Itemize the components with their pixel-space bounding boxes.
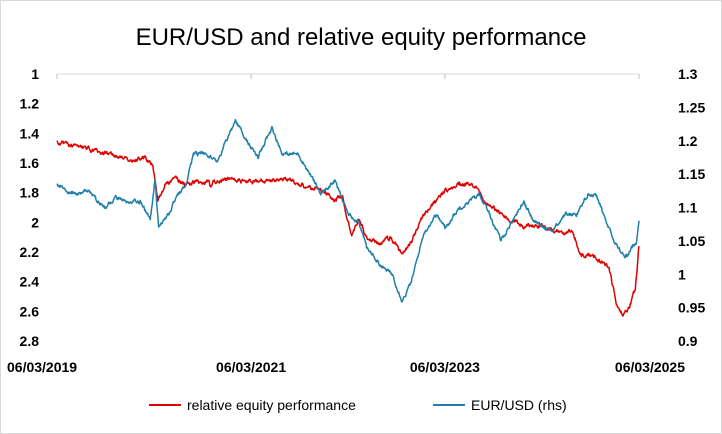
right-tick-label: 1 bbox=[678, 266, 686, 282]
series-line-eurusd bbox=[56, 118, 640, 303]
left-tick-label: 1 bbox=[31, 66, 39, 82]
right-tick-label: 0.9 bbox=[678, 333, 698, 349]
legend-label: relative equity performance bbox=[187, 397, 356, 413]
left-tick-label: 2.4 bbox=[20, 274, 40, 290]
left-tick-label: 2.2 bbox=[20, 244, 40, 260]
left-tick-label: 1.8 bbox=[20, 185, 40, 201]
right-tick-label: 1.05 bbox=[678, 233, 705, 249]
legend-label: EUR/USD (rhs) bbox=[471, 397, 567, 413]
right-tick-label: 1.2 bbox=[678, 133, 698, 149]
left-axis-ticks: 1 1.2 1.4 1.6 1.8 2 2.2 2.4 2.6 2.8 bbox=[20, 66, 40, 349]
x-tick-label: 06/03/2023 bbox=[410, 359, 480, 375]
left-tick-label: 2.8 bbox=[20, 333, 40, 349]
left-tick-label: 2 bbox=[31, 214, 39, 230]
right-tick-label: 1.1 bbox=[678, 200, 698, 216]
right-tick-label: 1.3 bbox=[678, 66, 698, 82]
left-tick-label: 2.6 bbox=[20, 303, 40, 319]
x-tick-label: 06/03/2019 bbox=[7, 359, 77, 375]
series-line-relative-equity bbox=[56, 140, 640, 317]
chart-title: EUR/USD and relative equity performance bbox=[136, 24, 587, 51]
right-tick-label: 1.15 bbox=[678, 166, 705, 182]
x-tick-label: 06/03/2025 bbox=[615, 359, 685, 375]
series-layer bbox=[56, 118, 640, 317]
x-axis-ticks: 06/03/2019 06/03/2021 06/03/2023 06/03/2025 bbox=[7, 73, 685, 375]
right-axis-ticks: 1.3 1.25 1.2 1.15 1.1 1.05 1 0.95 0.9 bbox=[678, 66, 705, 349]
left-tick-label: 1.6 bbox=[20, 155, 40, 171]
legend: relative equity performance EUR/USD (rhs) bbox=[149, 397, 567, 413]
right-tick-label: 1.25 bbox=[678, 99, 705, 115]
right-tick-label: 0.95 bbox=[678, 300, 705, 316]
left-tick-label: 1.2 bbox=[20, 96, 40, 112]
left-tick-label: 1.4 bbox=[20, 125, 40, 141]
x-tick-label: 06/03/2021 bbox=[216, 359, 286, 375]
